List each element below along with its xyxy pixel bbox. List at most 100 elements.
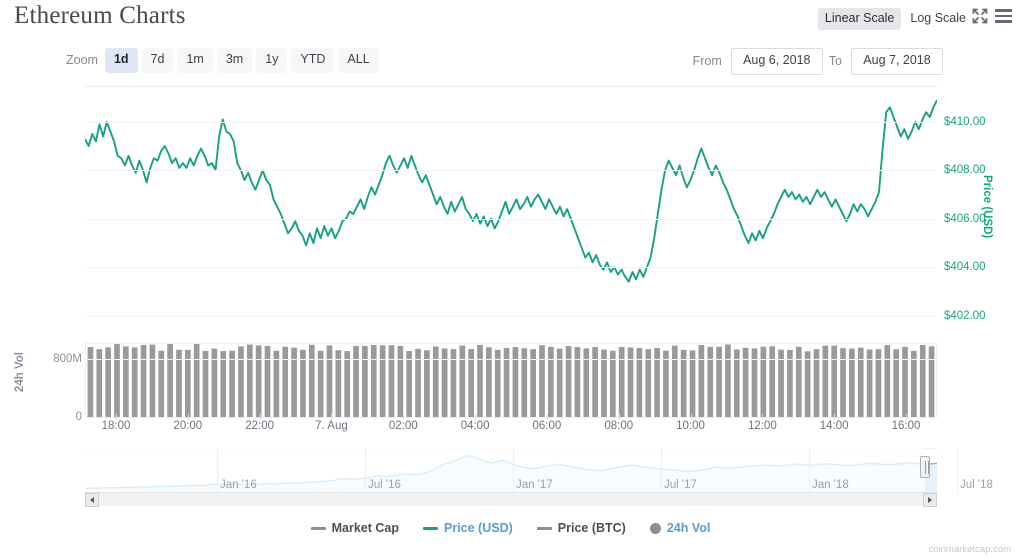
navigator-gridline [513, 448, 514, 493]
volume-axis-title: 24h Vol [14, 352, 26, 393]
legend-label: Market Cap [331, 521, 399, 535]
time-axis-tick: 22:00 [245, 420, 275, 432]
volume-bar [822, 345, 829, 417]
volume-bar [902, 346, 908, 417]
price-gridline [85, 315, 937, 317]
volume-bar [884, 345, 891, 417]
range-selector: Zoom 1d 7d 1m 3m 1y YTD ALL From Aug 6, … [0, 48, 1021, 80]
time-axis-tick-mark [906, 414, 907, 420]
volume-bar [601, 349, 607, 417]
page-title: Ethereum Charts [14, 2, 186, 29]
volume-bar [521, 348, 528, 417]
volume-bar [344, 351, 351, 417]
navigator-gridline [661, 448, 662, 493]
to-date-input[interactable]: Aug 7, 2018 [851, 48, 943, 75]
volume-bar [397, 345, 404, 417]
scrollbar-right-arrow-icon[interactable] [923, 493, 937, 507]
linear-scale-button[interactable]: Linear Scale [817, 8, 902, 30]
zoom-button-group: Zoom 1d 7d 1m 3m 1y YTD ALL [66, 48, 379, 73]
price-axis-labels: $410.00 $408.00 $406.00 $404.00 $402.00 [944, 88, 1014, 338]
volume-bar [167, 344, 173, 417]
legend-item-market-cap[interactable]: Market Cap [310, 521, 399, 535]
zoom-button-1d[interactable]: 1d [104, 48, 138, 73]
volume-bar [273, 350, 280, 417]
navigator-tick-label: Jul '18 [960, 479, 993, 491]
price-chart-plot-area[interactable] [84, 88, 938, 335]
legend-item-price-btc[interactable]: Price (BTC) [536, 521, 626, 535]
navigator-tick-label: Jan '17 [516, 479, 553, 491]
legend-item-price-usd[interactable]: Price (USD) [423, 521, 513, 535]
volume-bar [698, 345, 705, 417]
volume-bar [282, 346, 289, 417]
volume-bar [291, 347, 297, 417]
price-axis-tick: $408.00 [944, 164, 986, 177]
volume-bar [246, 344, 253, 417]
volume-bar [131, 347, 138, 417]
volume-bar [583, 348, 590, 417]
volume-bar [362, 345, 368, 417]
volume-bar [176, 349, 182, 417]
time-axis-tick: 04:00 [460, 420, 490, 432]
time-axis-tick-mark [331, 414, 333, 420]
price-axis-title: Price (USD) [981, 175, 993, 239]
scale-controls: Linear Scale Log Scale [817, 8, 973, 30]
to-label: To [828, 54, 842, 69]
legend-line-icon [536, 526, 552, 530]
time-axis-tick-mark [475, 414, 477, 420]
hamburger-menu-icon[interactable] [995, 9, 1012, 23]
volume-chart-plot-area[interactable] [85, 343, 937, 418]
volume-bar [733, 349, 740, 417]
volume-bar [264, 345, 271, 417]
zoom-button-7d[interactable]: 7d [141, 48, 174, 73]
zoom-button-ytd[interactable]: YTD [291, 48, 335, 73]
from-label: From [692, 54, 722, 69]
volume-bar [96, 349, 103, 417]
navigator-gridline [809, 448, 810, 493]
volume-bar [928, 346, 935, 417]
volume-bar [477, 344, 483, 417]
time-axis-tick: 02:00 [388, 420, 418, 432]
log-scale-button[interactable]: Log Scale [903, 8, 973, 30]
navigator-right-handle[interactable] [920, 456, 930, 478]
volume-bar [530, 349, 536, 417]
volume-bar [831, 345, 838, 417]
volume-bar [317, 350, 324, 417]
scrollbar-left-arrow-icon[interactable] [85, 493, 99, 507]
volume-bar [866, 349, 873, 417]
volume-bar [849, 348, 855, 417]
volume-bar [87, 346, 94, 417]
from-date-input[interactable]: Aug 6, 2018 [730, 48, 823, 75]
volume-bar [680, 349, 687, 417]
volume-bar [114, 344, 120, 417]
volume-bar [238, 346, 244, 417]
legend-label: 24h Vol [666, 521, 711, 535]
volume-bar [468, 349, 474, 417]
legend-item-24h-vol[interactable]: 24h Vol [649, 521, 711, 535]
volume-bar [778, 349, 784, 417]
zoom-button-3m[interactable]: 3m [216, 48, 253, 73]
navigator-tick-label: Jul '17 [664, 479, 697, 491]
price-gridline [85, 170, 937, 172]
time-axis-tick-mark [546, 414, 548, 420]
volume-bar [592, 347, 598, 417]
time-axis-tick-mark [403, 414, 405, 420]
time-axis-tick: 08:00 [604, 420, 634, 432]
volume-bar [857, 347, 864, 417]
zoom-button-1y[interactable]: 1y [256, 48, 288, 73]
zoom-button-1m[interactable]: 1m [177, 48, 213, 73]
volume-bar [140, 344, 147, 417]
navigator-scrollbar[interactable] [85, 492, 937, 507]
zoom-button-all[interactable]: ALL [338, 48, 379, 73]
time-axis-tick: 12:00 [747, 420, 777, 432]
time-axis-tick-mark [618, 414, 620, 420]
chart-navigator[interactable]: Jan '16 Jul '16 Jan '17 Jul '17 Jan '18 Jul '… [85, 448, 993, 493]
volume-bar [539, 345, 545, 417]
volume-bar [636, 347, 643, 417]
time-axis-tick-mark [259, 414, 261, 420]
price-gridline [85, 218, 937, 220]
zoom-label: Zoom [66, 53, 98, 68]
time-axis-tick-mark [762, 414, 764, 420]
header-icons [972, 8, 1012, 24]
fullscreen-arrows-icon[interactable] [972, 8, 988, 24]
volume-bar [574, 347, 581, 417]
